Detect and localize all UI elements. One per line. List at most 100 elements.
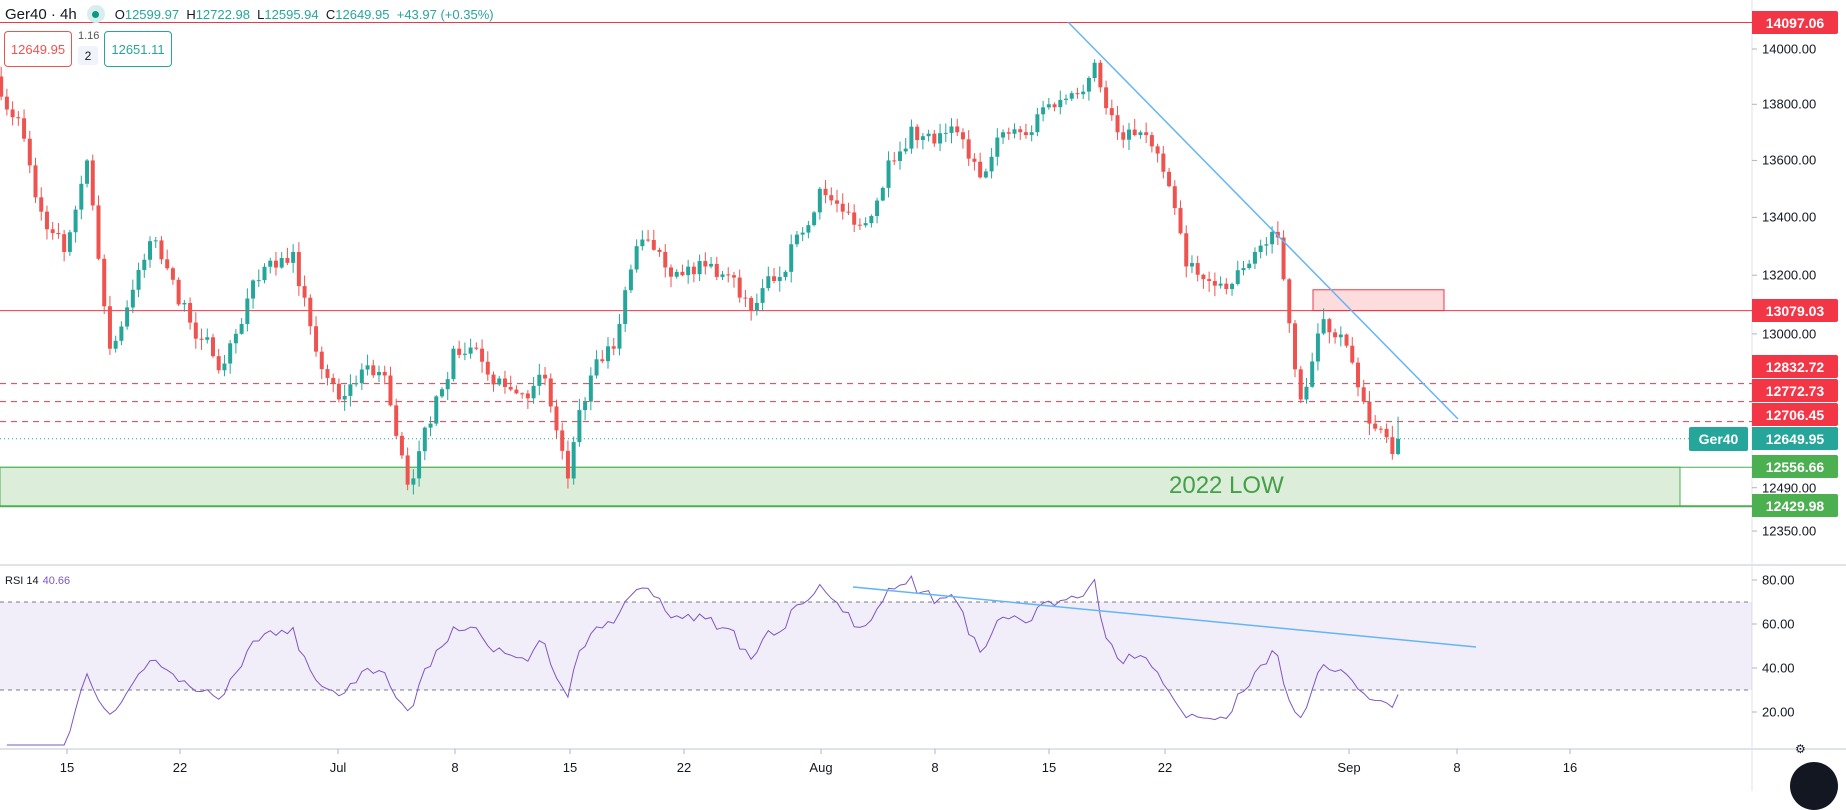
time-tick-label: 22 [1157, 760, 1173, 775]
candle-body [491, 374, 496, 385]
candle-body [1258, 245, 1263, 252]
candle-body [1138, 132, 1143, 136]
candle-body [354, 383, 359, 385]
candle-body [1344, 334, 1349, 346]
candle-body [497, 378, 502, 385]
chat-button[interactable] [1790, 762, 1838, 810]
candle-body [720, 274, 725, 277]
candle-body [336, 383, 341, 400]
ohlc-readout: O12599.97 H12722.98 L12595.94 C12649.95 … [114, 6, 494, 22]
candle-body [462, 353, 467, 355]
candle-body [485, 361, 490, 375]
candle-body [1270, 231, 1275, 245]
candle-body [10, 109, 15, 118]
candle-body [1189, 263, 1194, 267]
candle-body [1355, 362, 1360, 388]
candle-body [1321, 319, 1326, 334]
symbol-interval[interactable]: Ger40 · 4h [5, 5, 77, 23]
time-tick-label: Aug [809, 760, 833, 775]
candle-body [686, 266, 691, 276]
candle-body [1086, 77, 1091, 92]
candle-body [474, 347, 479, 349]
price-tick-label: 14000.00 [1762, 41, 1817, 57]
candle-body [39, 197, 44, 212]
candle-body [1315, 333, 1320, 362]
candle-body [342, 395, 347, 400]
candle-body [193, 322, 198, 339]
candle-body [1098, 62, 1103, 88]
candle-body [897, 151, 902, 161]
candle-body [972, 158, 977, 162]
candle-body [210, 337, 215, 357]
symbol-tag: Ger40 [1689, 427, 1748, 451]
rsi-band [0, 602, 1752, 690]
candle-body [56, 233, 61, 235]
candle-body [1172, 186, 1177, 209]
candle-body [377, 371, 382, 376]
candle-body [1207, 279, 1212, 282]
candle-body [153, 240, 158, 242]
candle-body [646, 239, 651, 241]
candle-body [514, 389, 519, 394]
candle-body [880, 187, 885, 201]
candle-body [915, 126, 920, 141]
candle-body [955, 126, 960, 133]
quantity-field[interactable]: 2 [78, 46, 98, 65]
candle-body [502, 378, 507, 387]
supply-box [1312, 289, 1445, 312]
candle-body [657, 249, 662, 252]
candle-body [1058, 99, 1063, 108]
candle-body [1075, 93, 1080, 95]
candle-body [817, 188, 822, 213]
buy-button[interactable]: 12651.11 [104, 31, 172, 67]
candle-body [405, 455, 410, 485]
candle-body [1126, 129, 1131, 140]
candle-body [44, 211, 49, 230]
price-tick-label: 12350.00 [1762, 523, 1817, 539]
rsi-value: 40.66 [42, 575, 71, 587]
candle-body [457, 348, 462, 355]
candle-body [634, 246, 639, 270]
candle-body [331, 377, 336, 384]
candle-body [966, 139, 971, 159]
candle-body [663, 251, 668, 268]
level-tag-12772: 12772.73 [1752, 379, 1838, 402]
price-chart[interactable] [0, 0, 1846, 791]
candle-body [909, 126, 914, 149]
candle-body [554, 406, 559, 431]
candle-body [617, 323, 622, 349]
candle-body [766, 276, 771, 289]
time-tick-label: 15 [1041, 760, 1057, 775]
settings-icon[interactable]: ⚙ [1795, 742, 1806, 756]
candle-body [205, 337, 210, 340]
candle-body [468, 347, 473, 354]
candle-body [79, 183, 84, 210]
rsi-legend: RSI 14 40.66 [5, 575, 71, 587]
candle-body [520, 393, 525, 395]
candle-body [537, 374, 542, 386]
candle-body [73, 209, 78, 233]
candle-body [130, 289, 135, 308]
level-tag-13079: 13079.03 [1752, 299, 1838, 322]
candle-body [1333, 332, 1338, 338]
candle-body [1367, 401, 1372, 424]
candle-body [233, 333, 238, 344]
candle-body [571, 442, 576, 479]
candle-body [548, 378, 553, 407]
candle-body [428, 423, 433, 428]
candle-body [256, 280, 261, 282]
level-tag-12556: 12556.66 [1752, 455, 1838, 478]
candle-body [199, 338, 204, 340]
candle-body [869, 216, 874, 224]
candle-body [239, 324, 244, 334]
sell-button[interactable]: 12649.95 [4, 31, 72, 67]
candle-body [22, 118, 27, 139]
candle-body [119, 326, 124, 341]
candle-body [291, 251, 296, 263]
candle-body [1132, 129, 1137, 136]
candle-body [50, 229, 55, 234]
candle-body [726, 274, 731, 276]
candle-body [371, 365, 376, 376]
candle-body [1298, 369, 1303, 400]
candle-body [434, 396, 439, 424]
